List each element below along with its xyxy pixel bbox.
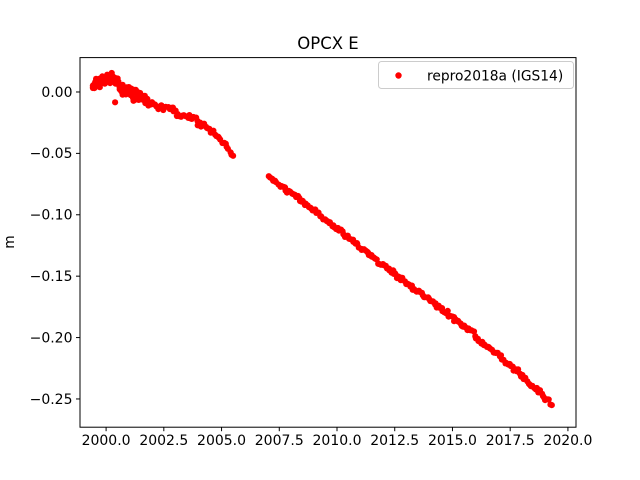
y-axis-ticks: 0.00 −0.05 −0.10 −0.15 −0.20 −0.25 [30,85,80,408]
y-tick-label: −0.25 [30,392,73,408]
x-tick-label: 2007.5 [255,433,304,449]
data-point [548,402,555,409]
chart-title: OPCX E [297,34,358,53]
plot-frame [79,57,577,428]
data-point [108,69,115,77]
x-tick-label: 2002.5 [139,433,188,449]
x-tick-label: 2000.0 [82,433,131,449]
data-point [101,80,108,87]
y-axis-label: m [2,235,18,248]
y-tick-label: −0.10 [30,208,73,224]
data-point [230,152,237,159]
legend-label: repro2018a (IGS14) [427,68,563,84]
y-tick-label: −0.15 [30,269,73,285]
x-tick-label: 2010.0 [313,433,362,449]
x-tick-label: 2020.0 [543,433,592,449]
y-tick-label: −0.20 [30,330,73,346]
data-point [114,75,121,82]
legend: repro2018a (IGS14) [378,61,574,89]
x-axis-ticks: 2000.0 2002.5 2005.0 2007.5 2010.0 2012.5 2015… [82,427,592,449]
legend-marker-icon [395,72,402,79]
legend-box [378,61,574,89]
x-tick-label: 2017.5 [486,433,535,449]
x-tick-label: 2012.5 [370,433,419,449]
data-point [112,99,119,106]
y-tick-label: 0.00 [41,85,72,101]
x-tick-label: 2005.0 [197,433,246,449]
scatter-series [89,69,555,409]
data-point [545,396,552,403]
data-point [444,307,451,314]
data-point [470,328,478,335]
x-tick-label: 2015.0 [428,433,477,449]
y-tick-label: −0.05 [30,146,73,162]
